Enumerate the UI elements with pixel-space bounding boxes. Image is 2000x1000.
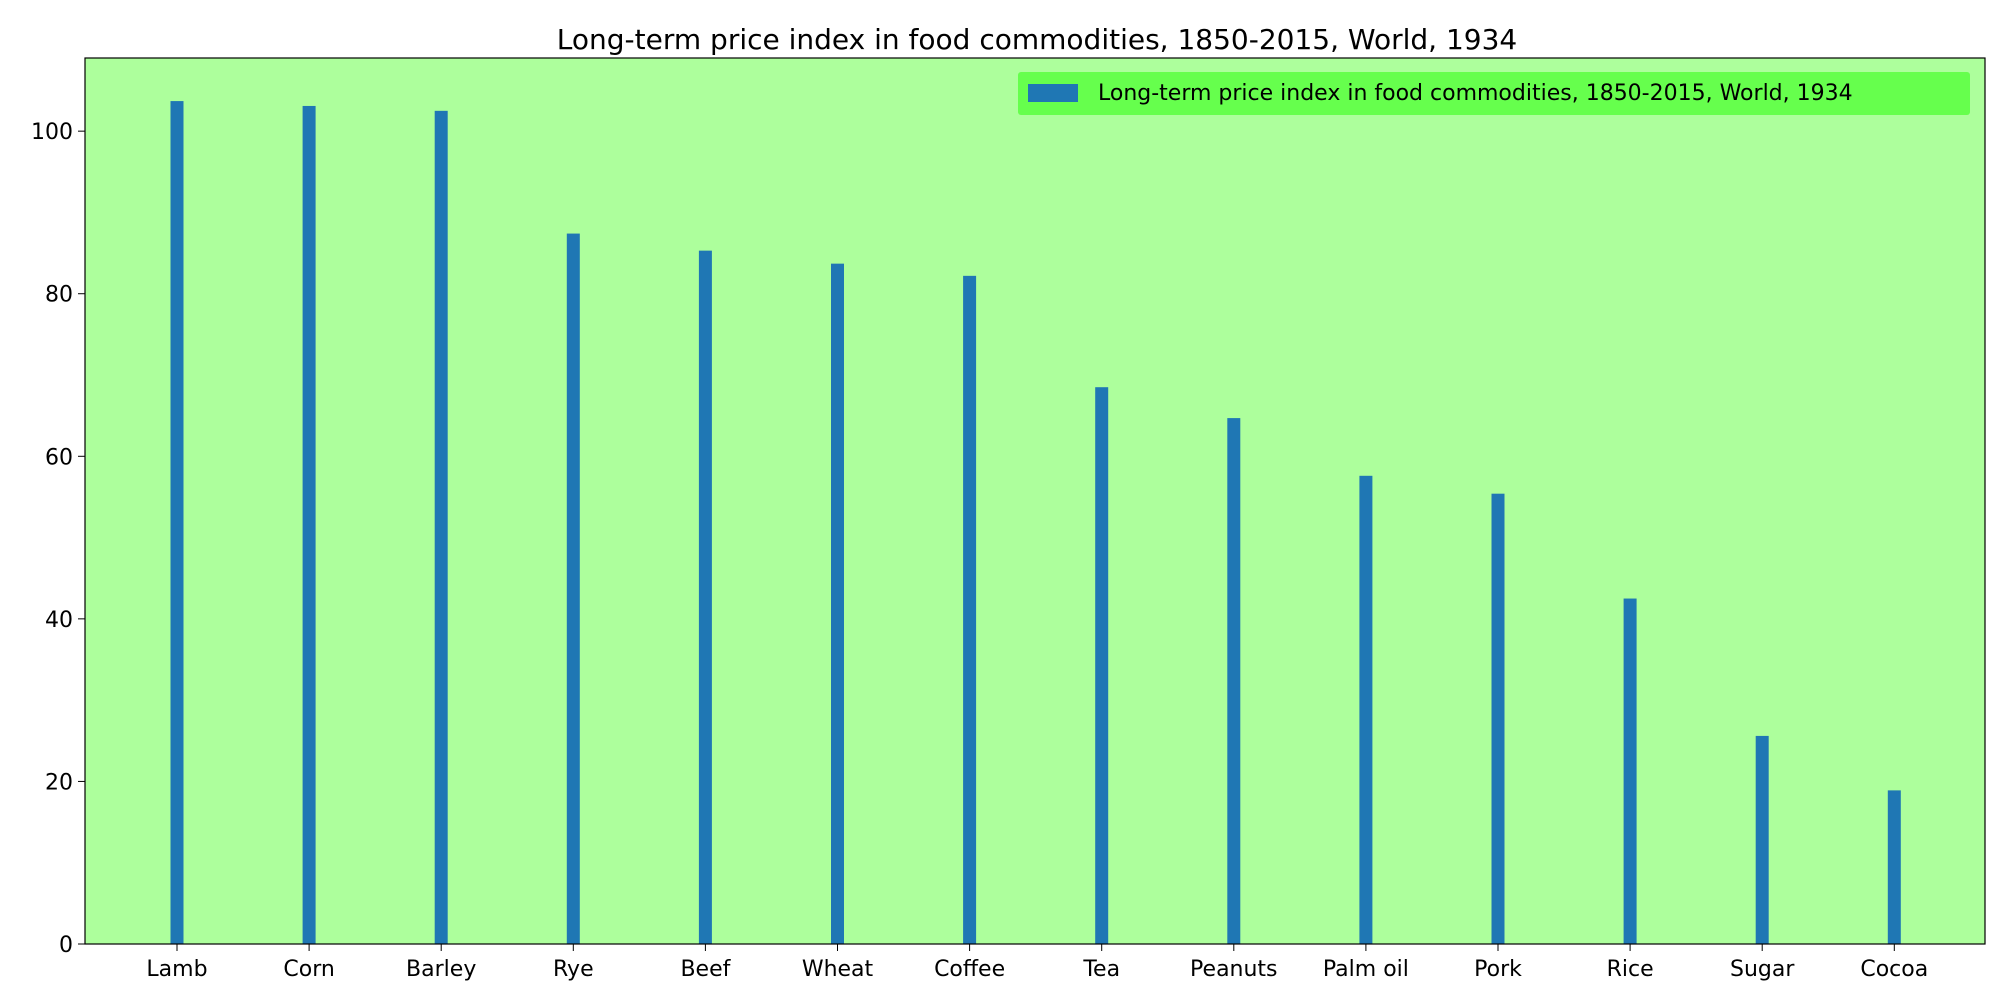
x-axis: Lamb Corn Barley Rye Beef Wheat Coffee Tea Peanu…	[146, 944, 1928, 982]
y-tick-label: 100	[31, 120, 73, 145]
bar-cocoa	[1887, 790, 1901, 944]
x-tick-label: Rye	[553, 957, 594, 982]
bars-group	[170, 101, 1901, 945]
x-tick-label: Cocoa	[1860, 957, 1928, 982]
y-tick-label: 60	[45, 445, 73, 470]
legend-swatch	[1028, 84, 1078, 102]
x-tick-label: Wheat	[802, 957, 874, 982]
legend-box	[1018, 72, 1970, 115]
legend-label: Long-term price index in food commoditie…	[1098, 81, 1853, 106]
x-tick-label: Coffee	[934, 957, 1005, 982]
legend: Long-term price index in food commoditie…	[1018, 72, 1970, 115]
x-tick-label: Rice	[1607, 957, 1654, 982]
y-tick-label: 40	[45, 608, 73, 633]
x-tick-label: Lamb	[146, 957, 207, 982]
bar-coffee	[963, 275, 977, 945]
bar-rice	[1623, 598, 1637, 944]
x-tick-label: Sugar	[1730, 957, 1795, 982]
y-axis: 0 20 40 60 80 100	[31, 120, 85, 958]
bar-peanuts	[1227, 418, 1241, 944]
bar-beef	[698, 250, 712, 944]
chart-title: Long-term price index in food commoditie…	[557, 23, 1517, 56]
bar-sugar	[1755, 735, 1769, 944]
bar-rye	[566, 233, 580, 944]
bar-barley	[434, 110, 448, 945]
x-tick-label: Peanuts	[1190, 957, 1277, 982]
bar-tea	[1095, 387, 1109, 944]
x-tick-label: Barley	[406, 957, 476, 982]
x-tick-label: Corn	[283, 957, 334, 982]
x-tick-label: Tea	[1082, 957, 1120, 982]
bar-palm-oil	[1359, 475, 1373, 944]
plot-frame	[84, 57, 1986, 945]
y-tick-label: 20	[45, 770, 73, 795]
bar-pork	[1491, 493, 1505, 944]
bar-corn	[302, 105, 316, 944]
plot-area	[85, 58, 1985, 944]
bar-wheat	[831, 263, 844, 944]
y-tick-label: 80	[45, 283, 73, 308]
y-tick-label: 0	[59, 933, 73, 958]
x-tick-label: Palm oil	[1323, 957, 1409, 982]
x-tick-label: Pork	[1474, 957, 1522, 982]
x-tick-label: Beef	[680, 957, 731, 982]
bar-lamb	[170, 101, 184, 944]
